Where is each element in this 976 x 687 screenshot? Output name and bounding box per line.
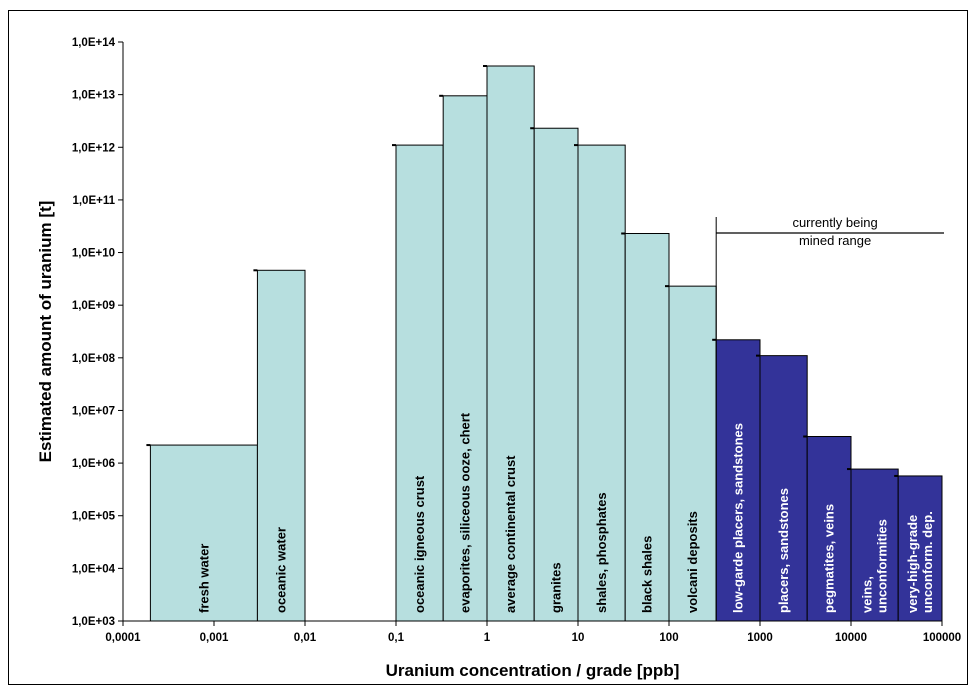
- bar-label-line: average continental crust: [503, 455, 518, 613]
- bar-label-line: pegmatites, veins: [822, 504, 837, 613]
- bar-average-continental-crust: [486, 65, 535, 622]
- x-tick-label: 0,01: [294, 632, 317, 644]
- y-tick-label: 1,0E+14: [72, 37, 116, 49]
- bar-fresh-water: [149, 444, 258, 622]
- x-tick-label: 100000: [923, 632, 961, 644]
- bar-oceanic-igneous-crust: [395, 144, 444, 622]
- chart-frame: 1,0E+03 1,0E+04 1,0E+05 1,0E+06 1,0E+07 1,0E+…: [8, 10, 968, 685]
- bar-label-line: volcani deposits: [685, 511, 700, 613]
- y-axis-title: Estimated amount of uranium [t]: [36, 201, 55, 463]
- x-tick-label: 100: [659, 632, 678, 644]
- bar-label: pegmatites, veins: [822, 504, 837, 613]
- bar-label-line: unconformities: [875, 519, 890, 613]
- x-axis-title: Uranium concentration / grade [ppb]: [386, 661, 680, 680]
- bar-granites: [533, 127, 579, 622]
- x-tick-label: 0,001: [200, 632, 229, 644]
- annotation-layer: currently being mined range: [715, 215, 944, 621]
- bar-label: very-high-gradeunconform. dep.: [905, 511, 935, 613]
- bar-label: shales, phosphates: [594, 492, 609, 613]
- bar-labels-layer: fresh water oceanic water oceanic igneous …: [196, 412, 935, 613]
- bar-label-line: placers, sandstones: [776, 488, 791, 613]
- bar-label: low-garde placers, sandstones: [731, 423, 746, 613]
- bar-label-line: low-garde placers, sandstones: [731, 423, 746, 613]
- mined-range-label: mined range: [799, 233, 871, 248]
- x-tick-label: 1000: [747, 632, 773, 644]
- bar-label: fresh water: [196, 544, 211, 613]
- bar-label-line: fresh water: [196, 544, 211, 613]
- bars-layer: [146, 64, 943, 622]
- bar-label-line: unconform. dep.: [920, 511, 935, 613]
- y-tick-label: 1,0E+11: [72, 195, 115, 207]
- x-tick-label: 0,0001: [105, 632, 141, 644]
- bar-label-line: oceanic igneous crust: [412, 475, 427, 613]
- bar-label: oceanic water: [274, 527, 289, 613]
- y-tick-label: 1,0E+05: [72, 511, 116, 523]
- bar-placers-sandstones: [759, 355, 808, 622]
- y-tick-label: 1,0E+03: [72, 616, 115, 628]
- bar-label-line: black shales: [640, 536, 655, 613]
- bar-label-line: very-high-grade: [905, 515, 920, 613]
- y-tick-label: 1,0E+06: [72, 458, 115, 470]
- bar-label-line: oceanic water: [274, 527, 289, 613]
- bar-label: evaporites, siliceous ooze, chert: [458, 412, 473, 613]
- bar-label: veins,unconformities: [860, 519, 890, 613]
- y-tick-label: 1,0E+07: [72, 405, 115, 417]
- bar-label-line: evaporites, siliceous ooze, chert: [458, 412, 473, 613]
- bar-label: granites: [549, 562, 564, 613]
- uranium-chart: 1,0E+03 1,0E+04 1,0E+05 1,0E+06 1,0E+07 1,0E+…: [36, 37, 961, 680]
- bar-label: oceanic igneous crust: [412, 475, 427, 613]
- x-tick-label: 0,1: [388, 632, 405, 644]
- bar-label-line: shales, phosphates: [594, 492, 609, 613]
- bar-label-line: veins,: [860, 576, 875, 613]
- bar-low-garde-placers-sandstones: [715, 339, 761, 622]
- mined-range-label: currently being: [792, 215, 877, 230]
- x-tick-label: 10000: [835, 632, 867, 644]
- bar-shales-phosphates: [577, 144, 626, 622]
- bar-very-high-grade-unconform-dep: [897, 475, 943, 622]
- y-tick-label: 1,0E+12: [72, 142, 115, 154]
- bar-oceanic-water: [256, 269, 306, 622]
- axes-layer: 1,0E+03 1,0E+04 1,0E+05 1,0E+06 1,0E+07 1,0E+…: [72, 37, 961, 644]
- bar-label: placers, sandstones: [776, 488, 791, 613]
- y-tick-label: 1,0E+08: [72, 353, 116, 365]
- y-tick-label: 1,0E+04: [72, 563, 116, 575]
- bar-label: black shales: [640, 536, 655, 613]
- y-tick-label: 1,0E+13: [72, 90, 115, 102]
- bar-label-line: granites: [549, 562, 564, 613]
- bar-pegmatites-veins: [806, 436, 852, 622]
- x-tick-label: 10: [572, 632, 585, 644]
- bar-label: volcani deposits: [685, 511, 700, 613]
- y-tick-label: 1,0E+09: [72, 300, 115, 312]
- y-tick-label: 1,0E+10: [72, 248, 115, 260]
- x-tick-label: 1: [484, 632, 491, 644]
- bar-label: average continental crust: [503, 455, 518, 613]
